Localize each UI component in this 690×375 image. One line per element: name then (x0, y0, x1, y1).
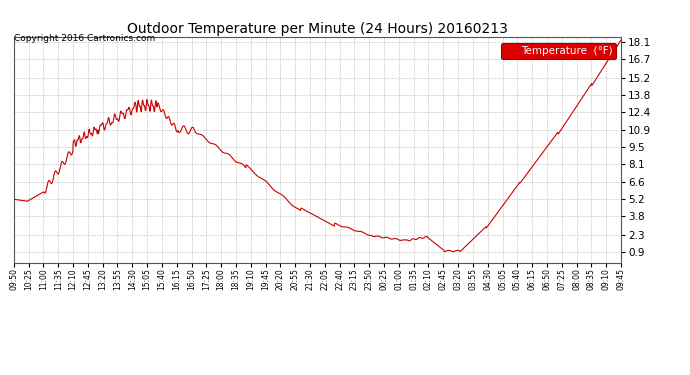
Title: Outdoor Temperature per Minute (24 Hours) 20160213: Outdoor Temperature per Minute (24 Hours… (127, 22, 508, 36)
Legend: Temperature  (°F): Temperature (°F) (501, 43, 615, 59)
Text: Copyright 2016 Cartronics.com: Copyright 2016 Cartronics.com (14, 34, 155, 43)
